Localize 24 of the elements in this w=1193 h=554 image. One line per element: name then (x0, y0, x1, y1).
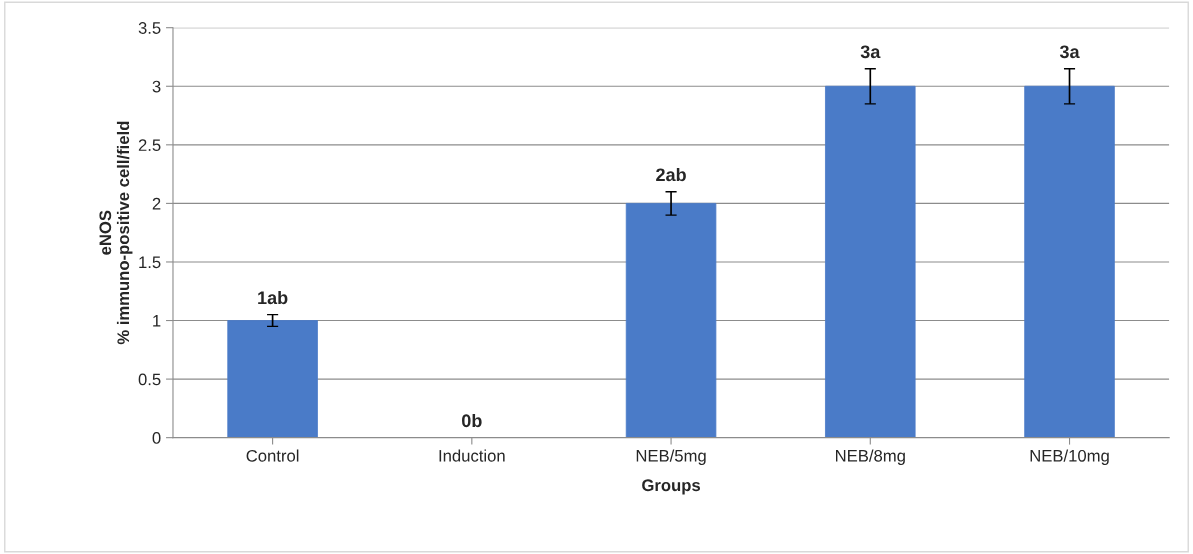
y-tick-label: 2 (152, 197, 161, 210)
x-axis-title: Groups (642, 479, 701, 495)
x-tick-label: Control (246, 449, 299, 462)
y-tick-label: 0 (152, 432, 161, 444)
data-label: 3a (860, 45, 881, 59)
x-tick-label: Induction (439, 449, 505, 462)
y-tick-label: 0.5 (138, 373, 161, 386)
y-axis-title: eNOS % immuno-positive cell/field (99, 121, 133, 345)
y-tick-label: 1.5 (139, 256, 161, 269)
x-tick-label: NEB/8mg (836, 449, 905, 465)
x-tick-label: NEB/10mg (1030, 449, 1109, 465)
data-label: 0b (462, 413, 482, 428)
y-tick-label: 3 (152, 80, 161, 93)
data-label: 2ab (656, 167, 686, 182)
data-label: 3a (1059, 45, 1080, 59)
data-label: 1ab (258, 290, 288, 305)
bar (1024, 85, 1115, 438)
bar (625, 202, 717, 438)
bar (825, 85, 916, 438)
y-tick-label: 2.5 (138, 139, 161, 152)
bar (227, 320, 318, 438)
y-tick-label: 1 (153, 315, 161, 327)
x-tick-label: NEB/5mg (636, 449, 706, 465)
y-tick-label: 3.5 (138, 22, 161, 34)
